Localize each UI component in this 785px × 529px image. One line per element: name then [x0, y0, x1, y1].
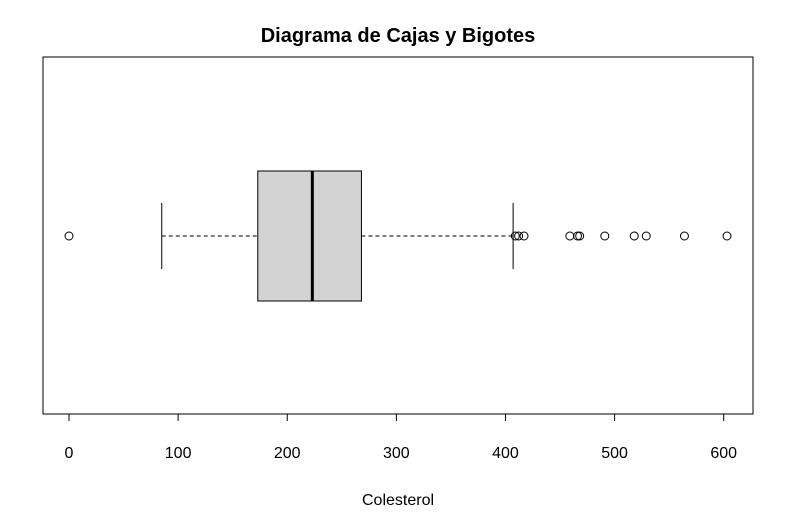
outlier-point — [514, 231, 524, 241]
chart-title: Diagrama de Cajas y Bigotes — [261, 25, 536, 47]
x-tick-label: 0 — [65, 445, 74, 462]
x-tick-label: 500 — [601, 445, 628, 462]
x-tick-label: 200 — [274, 445, 301, 462]
outlier-point — [573, 231, 583, 241]
x-tick-label: 100 — [165, 445, 192, 462]
outlier-point — [722, 231, 732, 241]
outlier-point — [679, 231, 689, 241]
outlier-point — [519, 231, 529, 241]
outlier-point — [641, 231, 651, 241]
x-tick-label: 400 — [492, 445, 519, 462]
outlier-point — [510, 231, 520, 241]
x-axis: 0 100 200 300 400 500 600 — [65, 413, 737, 462]
x-tick-label: 600 — [710, 445, 737, 462]
outlier-point — [629, 231, 639, 241]
outlier-point — [565, 231, 575, 241]
iqr-box — [257, 170, 362, 302]
x-tick-label: 300 — [383, 445, 410, 462]
outlier-point — [575, 231, 585, 241]
outlier-point — [600, 231, 610, 241]
outlier-point — [64, 231, 74, 241]
plot-area — [64, 170, 732, 302]
x-axis-label: Colesterol — [362, 492, 434, 509]
